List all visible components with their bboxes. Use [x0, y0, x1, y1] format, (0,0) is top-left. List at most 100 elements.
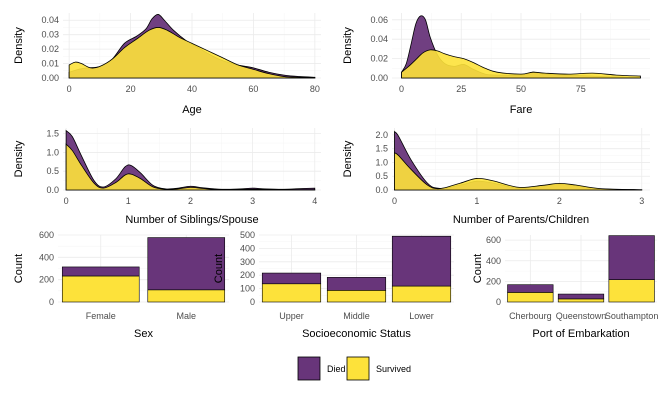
x-tick-label: 4 [312, 196, 317, 206]
x-tick-label: 80 [310, 84, 320, 94]
gridlines-sibsp [63, 128, 321, 191]
legend-swatch-died [297, 356, 321, 381]
y-tick-label: 200 [39, 275, 54, 285]
bar-survived [391, 285, 452, 303]
y-tick-label: 400 [39, 252, 54, 262]
y-tick-label: 1.5 [46, 129, 59, 139]
bar-died [608, 235, 655, 280]
y-tick-label: 0.0 [46, 185, 59, 195]
y-tick-label: 0.00 [41, 73, 59, 83]
x-axis-title: Number of Siblings/Spouse [125, 214, 258, 226]
bar-died [147, 237, 226, 291]
x-axis-title: Fare [510, 104, 533, 116]
bar-died [507, 284, 554, 293]
y-axis-title: Density [342, 140, 354, 177]
x-axis-title: Socioeconomic Status [302, 328, 411, 340]
x-tick-label: 3 [639, 196, 644, 206]
x-tick-label: 50 [516, 84, 526, 94]
x-tick-label: 1 [474, 196, 479, 206]
x-axis-title: Number of Parents/Children [453, 214, 589, 226]
x-tick-label: 0 [399, 84, 404, 94]
y-tick-label: 0 [250, 297, 255, 307]
y-axis-title: Density [13, 140, 25, 177]
y-axis-title: Count [13, 254, 25, 283]
y-axis-title: Density [13, 27, 25, 64]
x-tick-label: 1 [126, 196, 131, 206]
bar-died [391, 235, 452, 287]
x-axis-title: Sex [134, 328, 153, 340]
x-tick-label: 75 [576, 84, 586, 94]
y-tick-label: 0.00 [370, 73, 388, 83]
panel-age: 0.00 0.01 0.02 0.03 0.04 0 20 40 60 80 Age Density [13, 13, 321, 116]
x-tick-label: 40 [187, 84, 197, 94]
bar-died [557, 293, 605, 300]
gridlines-parch [392, 128, 650, 191]
x-tick-label: 2 [188, 196, 193, 206]
x-tick-label: Middle [343, 311, 370, 321]
panel-sibsp: 0.0 0.5 1.0 1.5 0 1 2 3 4 Number of Siblings/Spou… [13, 128, 321, 226]
panel-embarked: 0 200 400 600 Cherbourg QueenstownSouthampton… [472, 235, 658, 340]
y-tick-label: 0.04 [41, 15, 59, 25]
y-tick-label: 0 [496, 297, 501, 307]
legend: Died Survived [297, 356, 411, 381]
y-tick-label: 100 [240, 284, 255, 294]
panel-sex: 0 200 400 600 Female Male Sex Count [13, 230, 229, 340]
y-tick-label: 1.5 [375, 144, 388, 154]
x-axis-title: Port of Embarkation [532, 328, 629, 340]
panel-parch: 0.0 0.5 1.0 1.5 2.0 0 1 2 3 Number of Parents/Chi… [342, 128, 650, 226]
y-tick-label: 1.0 [46, 147, 59, 157]
bar-survived [261, 283, 322, 303]
x-tick-label: 0 [392, 196, 397, 206]
bar-survived [147, 289, 226, 303]
x-tick-label: Lower [409, 311, 434, 321]
y-tick-label: 400 [486, 256, 501, 266]
y-tick-label: 0.02 [370, 54, 388, 64]
panel-pclass: 0 100 200 300 400 500 Upper Middle Lower Socioeco… [213, 230, 454, 340]
x-tick-label: Male [176, 311, 196, 321]
y-tick-label: 400 [240, 243, 255, 253]
bar-survived [608, 279, 655, 303]
y-tick-label: 0.02 [41, 44, 59, 54]
y-tick-label: 200 [486, 276, 501, 286]
x-axis-title: Age [182, 104, 202, 116]
x-tick-label: 20 [126, 84, 136, 94]
panel-fare: 0.00 0.02 0.04 0.06 0 25 50 75 Fare Density [342, 13, 650, 116]
y-tick-label: 0.06 [370, 15, 388, 25]
bar-survived [326, 290, 387, 303]
y-tick-label: 2.0 [375, 130, 388, 140]
density-area-survived [394, 152, 643, 191]
y-tick-label: 600 [39, 230, 54, 240]
x-tick-label: Cherbourg [509, 311, 552, 321]
bar-died [326, 277, 387, 291]
y-tick-label: 500 [240, 230, 255, 240]
y-tick-label: 0.01 [41, 59, 59, 69]
x-tick-label: 60 [248, 84, 258, 94]
density-area-survived [65, 143, 316, 191]
y-tick-label: 1.0 [375, 157, 388, 167]
bar-died [61, 266, 140, 277]
legend-swatch-survived [346, 356, 370, 381]
y-tick-label: 0.03 [41, 30, 59, 40]
y-axis-title: Count [213, 254, 225, 283]
y-tick-label: 300 [240, 257, 255, 267]
x-tick-label: Southampton [605, 311, 659, 321]
y-tick-label: 0.5 [375, 171, 388, 181]
bar-survived [61, 275, 140, 303]
y-tick-label: 0 [49, 297, 54, 307]
y-tick-label: 0.0 [375, 185, 388, 195]
density-area-survived [68, 27, 316, 79]
bar-survived [557, 298, 605, 303]
y-tick-label: 0.04 [370, 34, 388, 44]
bar-survived [507, 292, 554, 303]
density-area-survived [401, 49, 641, 79]
x-tick-label: 25 [456, 84, 466, 94]
x-tick-label: Upper [279, 311, 304, 321]
x-tick-label: 0 [67, 84, 72, 94]
legend-label-died: Died [327, 364, 346, 374]
x-tick-label: 3 [250, 196, 255, 206]
y-axis-title: Density [342, 27, 354, 64]
y-tick-label: 200 [240, 270, 255, 280]
y-tick-label: 0.5 [46, 166, 59, 176]
x-tick-label: 0 [64, 196, 69, 206]
